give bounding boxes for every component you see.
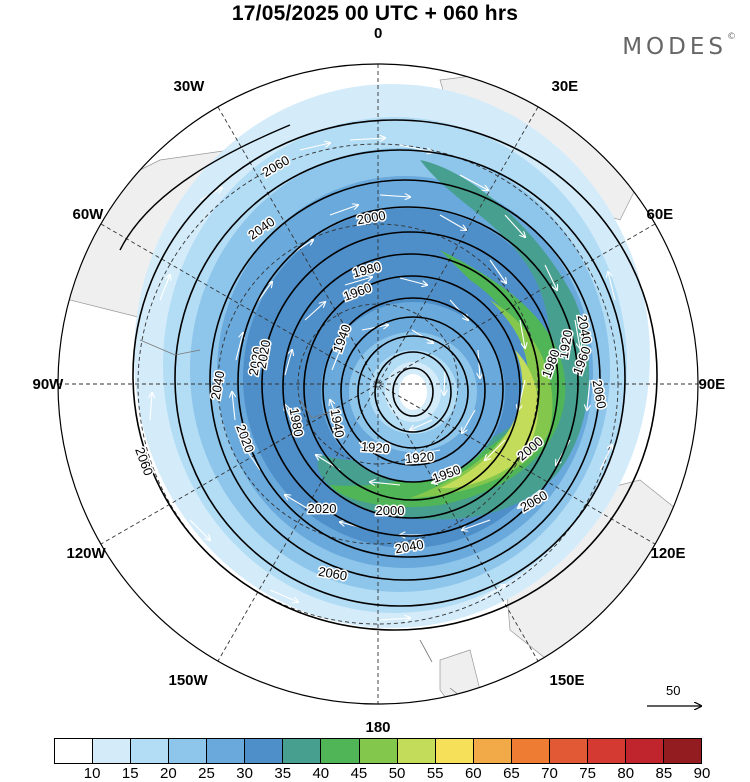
contour-label: 2000 [356,208,387,228]
longitude-label: 60E [646,205,674,223]
wind-speed-colorbar [54,738,702,764]
colorbar-label: 65 [503,765,520,782]
contour-label: 2020 [308,501,337,516]
longitude-label: 90E [698,375,726,393]
colorbar-segment [283,739,322,763]
longitude-label: 180 [365,718,391,736]
colorbar-segment [169,739,208,763]
contour-label: 1920 [405,449,435,466]
map-disc: 2060204020202000198019601940192020602040… [58,64,698,704]
colorbar-label: 35 [274,765,292,782]
longitude-label: 30E [551,77,579,95]
reference-vector-label: 50 [666,683,681,698]
colorbar-segment [359,739,398,763]
contour-label: 2000 [376,503,405,518]
colorbar-label: 55 [426,765,444,782]
colorbar-segment [511,739,550,763]
colorbar-segment [473,739,512,763]
colorbar-label: 80 [617,765,635,782]
colorbar-segment [397,739,436,763]
colorbar-label: 45 [350,765,368,782]
contour-label: 1920 [360,439,390,456]
modes-logo: MODES© [622,32,736,60]
colorbar-segment [587,739,626,763]
contour-label: 1980 [287,407,307,438]
colorbar-label: 10 [83,765,101,782]
colorbar-label: 30 [236,765,253,782]
colorbar-segment [321,739,360,763]
logo-mark: © [727,32,736,42]
colorbar-segment [549,739,588,763]
colorbar-segment [131,739,170,763]
colorbar-label: 50 [388,765,406,782]
colorbar-label: 85 [655,765,673,782]
contour-label: 2040 [575,314,595,345]
contour-label: 2040 [394,537,425,557]
longitude-label: 90W [32,375,64,393]
contour-label: 1920 [556,329,576,360]
longitude-label: 0 [374,24,383,42]
colorbar-label: 60 [464,765,482,782]
contour-label: 2040 [208,370,228,401]
wind-speed-shading [134,84,650,628]
colorbar-segment [93,739,132,763]
longitude-label: 150W [168,671,208,689]
colorbar-label: 20 [160,765,177,782]
colorbar-label: 40 [312,765,330,782]
colorbar-label: 15 [121,765,139,782]
colorbar-label: 25 [198,765,215,782]
contour-label: 2020 [246,346,266,377]
longitude-label: 60W [72,205,104,223]
colorbar-segment [664,739,702,763]
colorbar-segment [207,739,246,763]
height-contours [119,119,658,631]
contour-label: 1940 [328,408,348,439]
graticule [58,64,698,704]
contour-label: 2060 [317,564,348,584]
colorbar-segment [55,739,94,763]
colorbar-label: 75 [579,765,596,782]
colorbar-segment [245,739,284,763]
longitude-label: 30W [173,77,205,95]
longitude-label: 150E [549,671,585,689]
longitude-label: 120W [66,544,106,562]
longitude-label: 120E [650,544,686,562]
colorbar-segment [625,739,664,763]
logo-text: MODES [622,34,727,60]
contour-label: 2060 [590,379,610,410]
map-title: 17/05/2025 00 UTC + 060 hrs [231,2,519,25]
colorbar-label: 70 [541,765,558,782]
colorbar-label: 90 [693,765,711,782]
colorbar-segment [435,739,474,763]
contour-label: 1980 [351,259,383,281]
map-boundary [57,63,699,705]
contour-label: 2020 [254,339,274,370]
